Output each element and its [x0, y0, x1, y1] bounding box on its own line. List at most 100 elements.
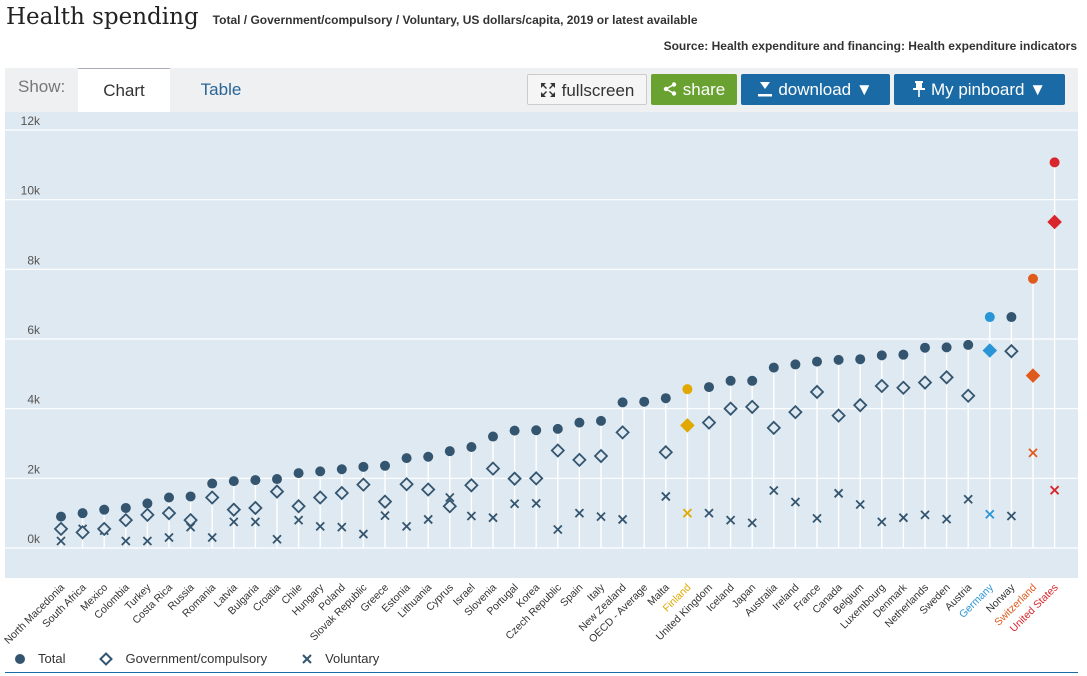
government-point: [593, 448, 609, 464]
source-text: Source: Health expenditure and financing…: [663, 39, 1077, 53]
voluntary-point: [985, 509, 995, 519]
total-point: [574, 417, 585, 428]
total-point: [552, 423, 563, 434]
total-point: [466, 441, 477, 452]
total-point: [185, 491, 196, 502]
government-point: [226, 502, 242, 517]
voluntary-point: [769, 485, 779, 496]
page-title: Health spending: [6, 4, 199, 30]
voluntary-point: [358, 529, 369, 539]
voluntary-point: [466, 511, 477, 521]
fullscreen-label: fullscreen: [561, 81, 635, 100]
voluntary-point: [164, 532, 174, 543]
title-row: Health spending Total / Government/compu…: [6, 4, 698, 36]
total-point: [1028, 273, 1038, 284]
total-point: [639, 396, 650, 407]
government-point: [615, 425, 630, 440]
show-label: Show:: [18, 77, 66, 96]
voluntary-point: [1006, 511, 1017, 521]
voluntary-point: [229, 517, 239, 527]
voluntary-point: [920, 510, 930, 520]
legend-x-marker: [302, 653, 312, 664]
voluntary-point: [423, 514, 433, 525]
voluntary-point: [855, 499, 865, 510]
government-point: [528, 471, 544, 486]
total-point: [142, 498, 153, 509]
government-point: [485, 461, 501, 476]
tab-table[interactable]: Table: [200, 80, 242, 99]
share-button[interactable]: share: [651, 74, 737, 105]
legend-item-voluntary[interactable]: Voluntary: [301, 651, 379, 666]
tab-chart[interactable]: Chart: [78, 68, 170, 113]
download-button[interactable]: download ▼: [741, 74, 890, 105]
government-point: [312, 490, 328, 505]
government-point: [291, 498, 306, 514]
government-point: [75, 525, 90, 540]
voluntary-point: [293, 515, 304, 525]
voluntary-point: [56, 536, 66, 546]
chart-legend: Total Government/compulsory Voluntary: [14, 651, 413, 666]
government-point: [53, 521, 69, 537]
category-label: Spain: [558, 582, 586, 610]
government-point: [1025, 368, 1041, 383]
voluntary-point: [898, 513, 909, 523]
voluntary-point: [877, 517, 887, 527]
total-point: [1049, 157, 1060, 168]
total-point: [855, 354, 866, 365]
total-point: [531, 425, 542, 436]
government-point: [399, 476, 414, 492]
legend-item-total[interactable]: Total: [14, 651, 65, 666]
voluntary-point: [941, 514, 952, 524]
y-tick-label: 10k: [21, 184, 41, 198]
bottom-divider: [5, 672, 1078, 673]
government-point: [960, 388, 976, 404]
voluntary-point: [250, 517, 261, 527]
government-point: [831, 408, 846, 423]
pinboard-button[interactable]: My pinboard ▼: [894, 74, 1065, 105]
voluntary-point: [337, 522, 347, 532]
voluntary-point: [207, 532, 217, 543]
voluntary-point: [596, 512, 606, 522]
government-point: [377, 494, 393, 509]
government-point: [507, 471, 522, 486]
legend-circle-marker: [15, 653, 25, 664]
total-point: [272, 474, 282, 485]
government-point: [204, 490, 220, 505]
total-point: [293, 468, 304, 479]
total-point: [596, 415, 606, 426]
voluntary-point: [531, 498, 541, 509]
government-point: [550, 443, 566, 458]
chart-plot-area: [5, 112, 1078, 578]
legend-diamond-marker: [99, 651, 114, 666]
voluntary-point: [704, 508, 714, 518]
total-point: [660, 393, 671, 404]
total-point: [984, 312, 995, 323]
voluntary-point: [790, 497, 801, 507]
government-point: [140, 507, 155, 523]
fullscreen-button[interactable]: fullscreen: [527, 74, 647, 105]
legend-item-government[interactable]: Government/compulsory: [99, 651, 267, 666]
download-label: download ▼: [778, 80, 873, 99]
y-tick-label: 12k: [21, 114, 41, 128]
government-point: [788, 404, 803, 420]
voluntary-point: [747, 518, 757, 528]
voluntary-point: [1028, 448, 1038, 458]
government-point: [161, 505, 177, 521]
total-point: [704, 382, 714, 393]
voluntary-point: [812, 513, 822, 524]
total-point: [941, 342, 952, 353]
voluntary-point: [661, 491, 671, 502]
page-subtitle: Total / Government/compulsory / Voluntar…: [212, 13, 698, 27]
total-point: [423, 451, 434, 462]
download-icon: [758, 74, 773, 105]
voluntary-point: [121, 536, 131, 546]
government-point: [269, 484, 285, 499]
total-point: [1006, 312, 1017, 323]
government-point: [118, 512, 134, 528]
government-point: [442, 498, 458, 514]
voluntary-point: [488, 513, 498, 523]
total-point: [768, 362, 779, 373]
voluntary-point: [509, 499, 520, 509]
voluntary-point: [272, 534, 282, 544]
